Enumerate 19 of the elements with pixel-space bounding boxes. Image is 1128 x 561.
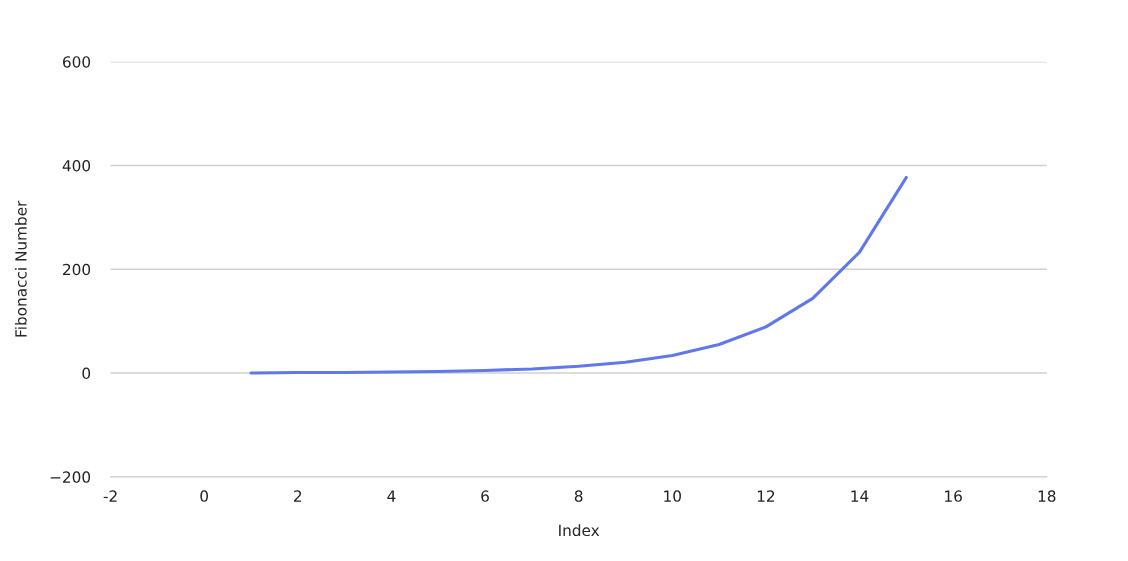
y-tick-label: 400 — [62, 159, 91, 172]
x-tick-label: 2 — [294, 490, 302, 502]
y-axis-title: Fibonacci Number — [14, 200, 27, 337]
x-tick-label: -2 — [103, 490, 117, 502]
x-tick-label: 6 — [481, 490, 489, 502]
x-tick-label: 16 — [945, 490, 962, 502]
x-tick-label: 18 — [1038, 490, 1056, 502]
x-tick-label: 0 — [200, 490, 209, 502]
x-axis-title: Index — [559, 524, 600, 537]
y-tick-label: −200 — [50, 471, 91, 483]
x-tick-label: 10 — [664, 490, 681, 502]
y-tick-label: 600 — [63, 56, 91, 68]
y-tick-label: 0 — [82, 367, 91, 380]
x-tick-label: 4 — [387, 490, 396, 502]
x-tick-label: 14 — [851, 490, 869, 502]
line-series — [249, 175, 908, 375]
y-tick-label: 200 — [63, 263, 91, 276]
x-tick-label: 12 — [757, 490, 775, 502]
x-tick-label: 8 — [574, 490, 583, 502]
